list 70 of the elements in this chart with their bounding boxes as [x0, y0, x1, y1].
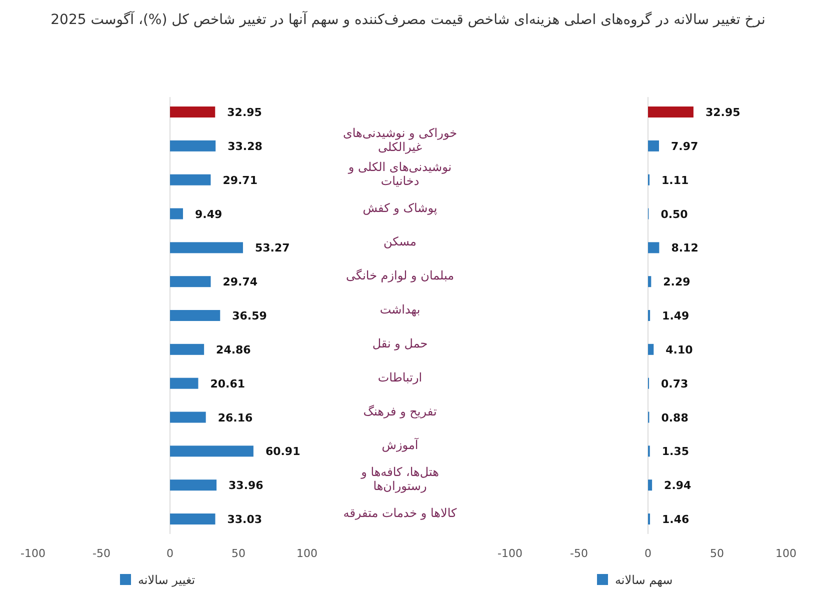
x-tick-label: -100: [20, 547, 46, 560]
x-tick-label: 50: [710, 547, 724, 560]
data-label: 20.61: [210, 377, 246, 390]
legend-label: سهم سالانه: [615, 573, 673, 587]
bar: [170, 344, 204, 355]
x-tick-label: 0: [644, 547, 652, 560]
data-label: 29.71: [222, 174, 258, 187]
bar: [170, 140, 216, 152]
data-label: 33.03: [227, 513, 262, 526]
bar: [170, 514, 216, 524]
x-tick-label: -50: [92, 547, 110, 560]
x-tick-label: 0: [166, 547, 174, 560]
data-label: 0.73: [661, 377, 688, 390]
y-tick-label: بهداشت: [380, 302, 420, 316]
bar: [648, 480, 652, 491]
data-label: 60.91: [265, 445, 300, 458]
data-label: 1.35: [662, 445, 690, 458]
bar: [170, 480, 217, 491]
x-tick-label: -50: [570, 547, 588, 560]
bar: [170, 378, 198, 389]
y-tick-label: خوراکی و نوشیدنی‌های غیرالکلی: [342, 126, 458, 154]
data-label: 24.86: [216, 343, 252, 356]
data-label: 1.46: [662, 513, 690, 526]
y-tick-label: تفریح و فرهنگ: [363, 404, 437, 418]
bar: [170, 412, 206, 423]
y-tick-label: هتل‌ها، کافه‌ها و رستوران‌ها: [360, 465, 439, 494]
y-tick-label: حمل و نقل: [372, 336, 428, 350]
x-tick-label: 50: [232, 547, 246, 560]
data-label: 36.59: [232, 310, 267, 322]
bar: [170, 208, 183, 220]
data-label: 7.97: [671, 140, 698, 153]
bar: [648, 344, 654, 355]
bar: [170, 310, 220, 321]
data-label: 0.50: [660, 208, 688, 221]
data-label: 2.29: [663, 276, 690, 289]
bar: [170, 446, 254, 457]
bar: [648, 242, 660, 254]
text: نرخ تغییر سالانه در گروه‌های اصلی هزینه‌ای شاخص قیمت مصرف‌کننده و سهم آنها در تغییر شاخص کل (%)، آگوست 2025: [50, 10, 766, 28]
data-label: 2.94: [664, 479, 692, 492]
x-tick-label: 100: [776, 547, 796, 560]
bar: [648, 276, 652, 288]
data-label: 26.16: [218, 411, 253, 424]
bar: [170, 106, 216, 118]
y-tick-label: آموزش: [382, 437, 419, 452]
y-tick-label: مبلمان و لوازم خانگی: [346, 268, 454, 283]
y-tick-label: نوشیدنی‌های الکلی و دخانیات: [347, 160, 452, 188]
data-label: 33.96: [228, 479, 264, 492]
data-label: 9.49: [195, 208, 222, 221]
bar: [170, 242, 243, 254]
data-label: 29.74: [222, 276, 258, 289]
y-tick-label: پوشاک و کفش: [362, 200, 438, 215]
x-tick-label: 100: [296, 547, 318, 560]
data-label: 1.49: [662, 310, 690, 322]
data-label: 32.95: [705, 106, 740, 119]
y-tick-label: مسکن: [384, 234, 416, 249]
bar: [648, 140, 659, 152]
y-tick-label: ارتباطات: [378, 370, 422, 384]
data-label: 0.88: [661, 411, 688, 424]
data-label: 4.10: [666, 343, 694, 356]
bar: [170, 174, 211, 186]
x-tick-label: -100: [498, 547, 522, 560]
data-label: 33.28: [228, 140, 262, 153]
data-label: 1.11: [662, 174, 689, 187]
bar: [170, 276, 211, 288]
bar: [648, 106, 694, 118]
data-label: 8.12: [671, 242, 698, 255]
y-tick-label: کالاها و خدمات متفرقه: [343, 506, 458, 520]
legend-label: تغییر سالانه: [138, 573, 196, 587]
data-label: 53.27: [254, 242, 290, 255]
data-label: 32.95: [227, 106, 262, 119]
